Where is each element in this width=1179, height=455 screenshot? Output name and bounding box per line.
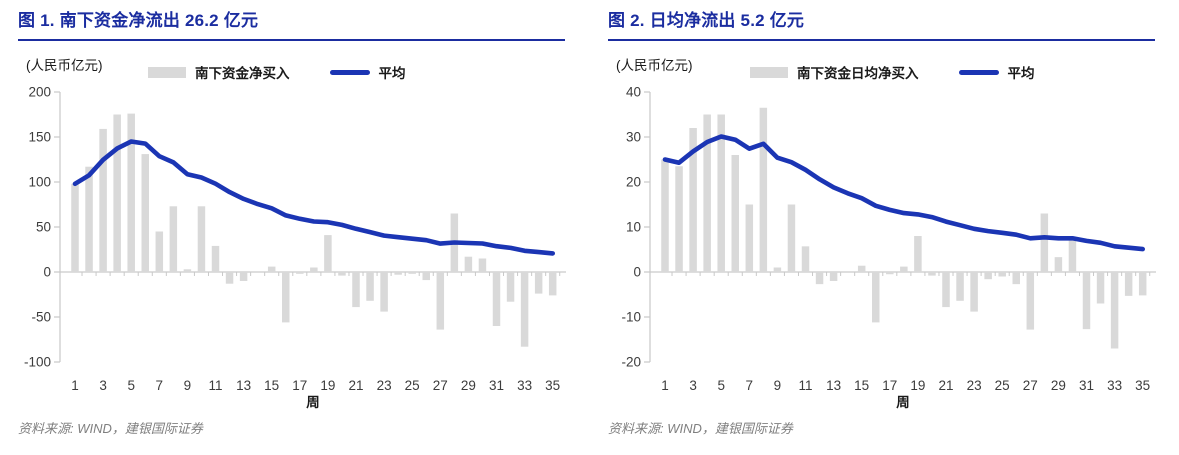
svg-text:17: 17 [292,378,307,393]
line-swatch-icon [329,69,370,75]
legend-line-label: 平均 [378,66,406,81]
svg-text:100: 100 [28,175,51,190]
line-swatch-icon [958,69,999,75]
svg-text:1: 1 [71,378,79,393]
svg-text:50: 50 [36,220,51,235]
figure-1-title: 图 1. 南下资金净流出 26.2 亿元 [18,11,259,30]
legend-line-label: 平均 [1007,66,1035,81]
legend-item-bars: 南下资金日均净买入 [750,62,919,82]
svg-text:35: 35 [545,378,560,393]
figure-2-panel: 图 2. 日均净流出 5.2 亿元 (人民币亿元) 南下资金日均净买入 平均 4… [590,0,1179,455]
figure-2-title: 图 2. 日均净流出 5.2 亿元 [608,11,805,30]
svg-text:200: 200 [28,85,51,100]
svg-text:7: 7 [746,378,754,393]
svg-text:9: 9 [184,378,192,393]
legend-bar-label: 南下资金净买入 [195,66,290,81]
legend: 南下资金净买入 平均 [148,62,406,82]
average-line [72,139,556,256]
svg-text:15: 15 [854,378,869,393]
svg-text:3: 3 [99,378,107,393]
bar-swatch-icon [750,66,788,78]
svg-text:5: 5 [127,378,135,393]
svg-text:15: 15 [264,378,279,393]
svg-text:-100: -100 [24,355,51,370]
svg-text:11: 11 [798,378,812,393]
legend-item-line: 平均 [958,62,1035,82]
svg-text:35: 35 [1135,378,1150,393]
svg-text:1: 1 [661,378,669,393]
source-note: 资料来源: WIND，建银国际证券 [18,421,203,436]
y-axis-unit-label: (人民币亿元) [616,58,693,73]
svg-text:-50: -50 [31,310,51,325]
legend-item-bars: 南下资金净买入 [148,62,290,82]
legend-bar-label: 南下资金日均净买入 [797,66,919,81]
svg-text:10: 10 [626,220,641,235]
svg-text:13: 13 [236,378,251,393]
svg-text:23: 23 [967,378,982,393]
svg-text:21: 21 [938,378,953,393]
bars-series [71,113,557,347]
svg-text:29: 29 [1051,378,1066,393]
source-note: 资料来源: WIND，建银国际证券 [608,421,793,436]
svg-text:25: 25 [405,378,420,393]
svg-text:30: 30 [626,130,641,145]
legend-item-line: 平均 [329,62,406,82]
svg-text:23: 23 [377,378,392,393]
title-underline [608,39,1155,41]
figure-1-panel: 图 1. 南下资金净流出 26.2 亿元 (人民币亿元) 南下资金净买入 平均 … [0,0,589,455]
svg-text:11: 11 [208,378,222,393]
svg-text:27: 27 [433,378,448,393]
bar-swatch-icon [148,66,186,78]
svg-text:13: 13 [826,378,841,393]
average-line [662,134,1146,252]
svg-text:9: 9 [774,378,782,393]
svg-text:40: 40 [626,85,641,100]
svg-text:3: 3 [689,378,697,393]
x-axis-title: 周 [306,395,320,410]
svg-text:25: 25 [995,378,1010,393]
svg-text:0: 0 [633,265,641,280]
svg-text:19: 19 [910,378,925,393]
svg-text:-10: -10 [621,310,641,325]
svg-text:27: 27 [1023,378,1038,393]
svg-text:31: 31 [1079,378,1094,393]
svg-text:5: 5 [717,378,725,393]
svg-text:7: 7 [156,378,164,393]
bars-series [661,107,1147,349]
svg-text:20: 20 [626,175,641,190]
svg-text:21: 21 [348,378,363,393]
svg-text:150: 150 [28,130,51,145]
legend: 南下资金日均净买入 平均 [750,62,1035,82]
svg-text:-20: -20 [621,355,641,370]
x-axis-title: 周 [896,395,910,410]
svg-text:31: 31 [489,378,504,393]
svg-text:19: 19 [320,378,335,393]
svg-text:33: 33 [517,378,532,393]
title-underline [18,39,565,41]
y-axis-unit-label: (人民币亿元) [26,58,103,73]
svg-text:0: 0 [43,265,51,280]
svg-text:17: 17 [882,378,897,393]
svg-text:33: 33 [1107,378,1122,393]
svg-text:29: 29 [461,378,476,393]
